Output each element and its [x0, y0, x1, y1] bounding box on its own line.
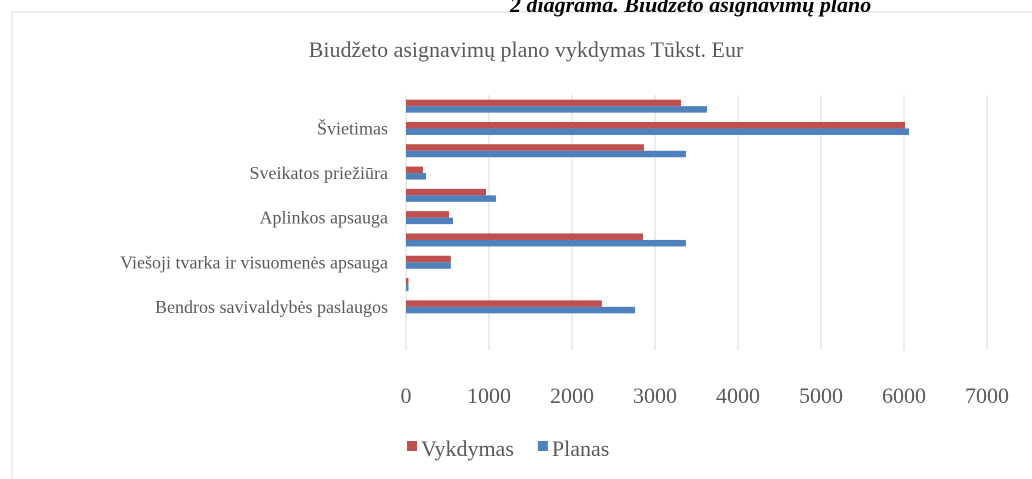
x-tick-label: 3000	[633, 383, 677, 408]
bar	[406, 150, 686, 158]
legend-label: Vykdymas	[421, 436, 514, 461]
bar	[406, 262, 451, 269]
x-tick-label: 2000	[550, 383, 594, 408]
bar	[406, 233, 643, 240]
caption: 2 diagrama. Biudžeto asignavimų plano	[509, 0, 871, 17]
y-tick-label: Viešoji tvarka ir visuomenės apsauga	[120, 252, 388, 272]
x-tick-label: 7000	[965, 383, 1009, 408]
bar	[406, 255, 451, 263]
x-tick-label: 0	[401, 383, 412, 408]
bar	[406, 306, 636, 314]
bar	[406, 278, 409, 285]
bar	[406, 217, 453, 225]
x-tick-label: 5000	[799, 383, 843, 408]
chart-title: Biudžeto asignavimų plano vykdymas Tūkst…	[309, 37, 744, 62]
bar	[406, 188, 487, 196]
bar	[406, 211, 449, 218]
bar	[406, 300, 602, 307]
y-tick-label: Švietimas	[317, 117, 388, 138]
x-tick-label: 1000	[467, 383, 511, 408]
bar	[406, 106, 708, 113]
x-tick-label: 6000	[882, 383, 926, 408]
bar	[406, 144, 644, 151]
bar	[406, 99, 681, 107]
bar	[406, 166, 424, 174]
y-tick-label: Aplinkos apsauga	[260, 208, 388, 228]
bar	[406, 195, 496, 202]
bar	[406, 239, 686, 247]
legend-swatch	[537, 441, 548, 451]
bar	[406, 173, 427, 180]
bar	[406, 284, 409, 292]
legend-swatch	[407, 441, 417, 451]
bar	[406, 121, 905, 129]
bar	[406, 128, 909, 135]
legend-label: Planas	[552, 436, 609, 461]
x-tick-label: 4000	[716, 383, 760, 408]
y-tick-label: Bendros savivaldybės paslaugos	[155, 297, 388, 317]
y-tick-label: Sveikatos priežiūra	[250, 163, 388, 183]
